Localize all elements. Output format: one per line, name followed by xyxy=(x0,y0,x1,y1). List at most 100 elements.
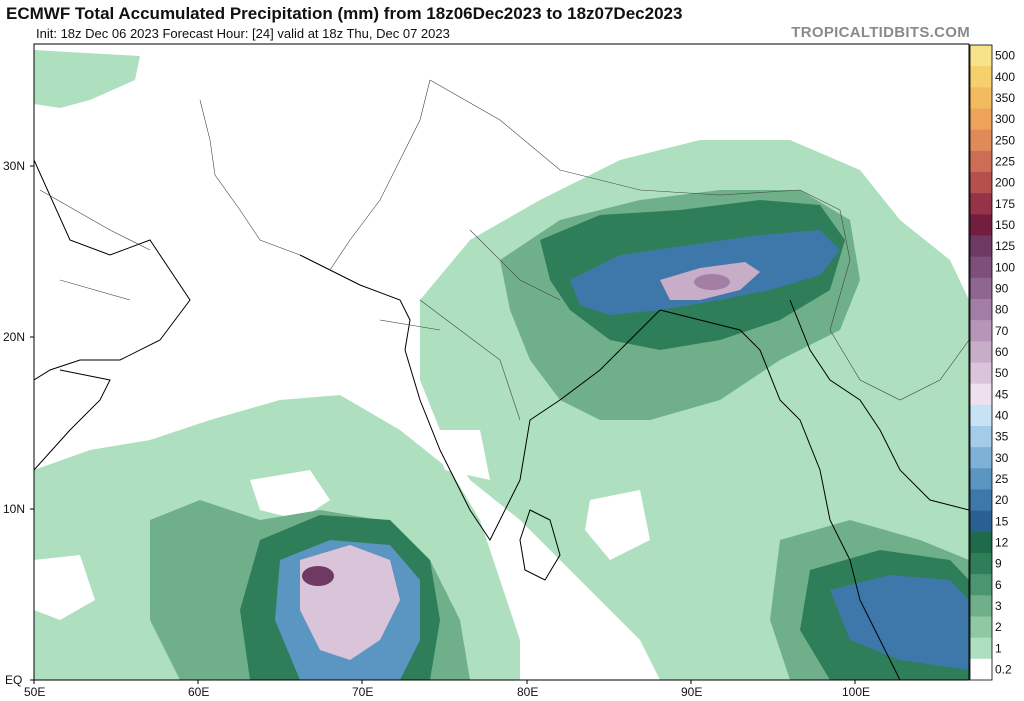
colorbar-swatch xyxy=(970,574,992,596)
credit-watermark: TROPICALTIDBITS.COM xyxy=(791,24,970,41)
colorbar-label: 80 xyxy=(995,303,1009,317)
map-title: ECMWF Total Accumulated Precipitation (m… xyxy=(6,4,683,23)
lon-label-50e: 50E xyxy=(24,685,45,699)
precip-field xyxy=(34,50,969,680)
colorbar-label: 1 xyxy=(995,641,1002,655)
colorbar-label: 60 xyxy=(995,345,1009,359)
coastlines xyxy=(34,159,969,680)
colorbar-label: 30 xyxy=(995,451,1009,465)
colorbar-swatch xyxy=(970,193,992,215)
colorbar-swatch xyxy=(970,87,992,109)
colorbar-label: 125 xyxy=(995,239,1015,253)
lat-label-30n: 30N xyxy=(3,159,25,173)
border-india-states xyxy=(379,229,561,421)
bangladesh-myanmar-coast xyxy=(659,309,901,680)
dry-area-4 xyxy=(34,555,95,620)
colorbar-label: 50 xyxy=(995,366,1009,380)
colorbar-swatch xyxy=(970,489,992,512)
colorbar-swatch xyxy=(970,426,992,448)
lon-label-100e: 100E xyxy=(842,685,870,699)
colorbar-label: 20 xyxy=(995,493,1009,507)
sri-lanka xyxy=(519,509,561,581)
colorbar-label: 90 xyxy=(995,281,1009,295)
colorbar-swatch xyxy=(970,658,992,681)
colorbar-label: 15 xyxy=(995,514,1009,528)
colorbar-swatch xyxy=(970,616,992,639)
lat-axis: 30N 20N 10N EQ xyxy=(3,159,34,687)
colorbar-label: 2 xyxy=(995,620,1002,634)
colorbar-swatch xyxy=(970,45,992,67)
colorbar-label: 400 xyxy=(995,70,1015,84)
border-arabia xyxy=(39,189,151,301)
border-pakistan-india xyxy=(329,79,431,271)
political-borders xyxy=(39,79,969,421)
colorbar-swatch xyxy=(970,299,992,321)
lat-label-20n: 20N xyxy=(3,330,25,344)
arabia-coast xyxy=(34,159,191,381)
precip-blue-east xyxy=(830,575,969,670)
colorbar-swatch xyxy=(970,341,992,363)
colorbar-swatch xyxy=(970,129,992,152)
colorbar-label: 45 xyxy=(995,387,1009,401)
colorbar-swatch xyxy=(970,108,992,131)
border-iran-pakistan xyxy=(199,99,301,256)
colorbar-label: 0.2 xyxy=(995,662,1012,676)
colorbar-swatch xyxy=(970,447,992,469)
colorbar-label: 250 xyxy=(995,133,1015,147)
colorbar-label: 350 xyxy=(995,91,1015,105)
colorbar-swatch xyxy=(970,510,992,533)
colorbar-swatch xyxy=(970,235,992,258)
map-subtitle: Init: 18z Dec 06 2023 Forecast Hour: [24… xyxy=(36,26,450,41)
colorbar-label: 9 xyxy=(995,557,1002,571)
colorbar-swatch xyxy=(970,637,992,660)
lon-axis: 50E 60E 70E 80E 90E 100E xyxy=(24,680,870,699)
lat-label-eq: EQ xyxy=(5,673,22,687)
colorbar-label: 500 xyxy=(995,49,1015,63)
lon-label-70e: 70E xyxy=(352,685,373,699)
colorbar-swatch xyxy=(970,277,992,300)
andaman-coast xyxy=(789,299,969,511)
colorbar-swatch xyxy=(970,362,992,385)
border-indochina xyxy=(829,209,969,401)
colorbar-swatch xyxy=(970,172,992,194)
colorbar-swatch xyxy=(970,553,992,575)
africa-horn-coast xyxy=(34,369,111,471)
colorbar-swatch xyxy=(970,66,992,88)
dry-area-3 xyxy=(430,430,490,480)
map-frame xyxy=(33,43,970,681)
colorbar-label: 100 xyxy=(995,260,1015,274)
precip-peak-bay xyxy=(694,274,730,290)
lat-label-10n: 10N xyxy=(3,502,25,516)
colorbar-label: 200 xyxy=(995,176,1015,190)
colorbar-swatch xyxy=(970,214,992,236)
colorbar-swatch xyxy=(970,320,992,342)
colorbar-swatch xyxy=(970,404,992,427)
colorbar-label: 70 xyxy=(995,324,1009,338)
lon-label-90e: 90E xyxy=(681,685,702,699)
colorbar-label: 40 xyxy=(995,408,1009,422)
colorbar-swatch xyxy=(970,383,992,406)
colorbar-frame xyxy=(969,44,993,681)
colorbar-label: 175 xyxy=(995,197,1015,211)
colorbar-label: 225 xyxy=(995,154,1015,168)
colorbar-label: 300 xyxy=(995,112,1015,126)
colorbar-label: 12 xyxy=(995,535,1009,549)
colorbar-swatch xyxy=(970,256,992,279)
precip-peak-sea xyxy=(302,566,334,586)
dry-area-1 xyxy=(250,470,330,520)
colorbar-label: 150 xyxy=(995,218,1015,232)
colorbar: 5004003503002502252001751501251009080706… xyxy=(969,44,1015,681)
colorbar-swatch xyxy=(970,468,992,490)
colorbar-swatch xyxy=(970,595,992,617)
border-himalaya xyxy=(429,79,841,211)
dry-area-2 xyxy=(585,490,650,560)
colorbar-swatch xyxy=(970,531,992,554)
colorbar-label: 6 xyxy=(995,578,1002,592)
lon-label-60e: 60E xyxy=(188,685,209,699)
precip-area-northwest xyxy=(34,50,140,108)
india-coast xyxy=(299,254,661,541)
colorbar-label: 3 xyxy=(995,599,1002,613)
colorbar-label: 25 xyxy=(995,472,1009,486)
colorbar-swatch xyxy=(970,150,992,173)
